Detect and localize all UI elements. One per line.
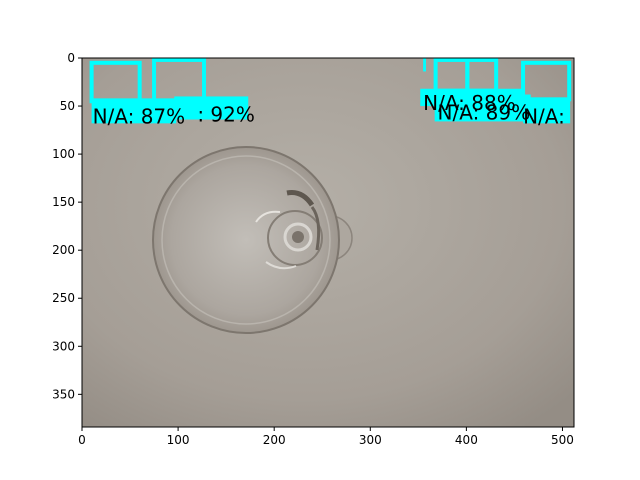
plot-frame	[81, 57, 575, 428]
x-tick-label: 300	[359, 433, 382, 447]
y-tick-label: 50	[60, 99, 75, 113]
y-tick-label: 150	[52, 195, 75, 209]
detection-label-background	[91, 98, 177, 124]
y-tick-label: 200	[52, 243, 75, 257]
detection-label: : 92%	[197, 102, 255, 126]
detection-box	[465, 58, 499, 93]
detection-label: N/A: 87%	[93, 104, 186, 128]
y-tick-label: 300	[52, 339, 75, 353]
detection-label-background	[523, 98, 571, 124]
glass-photo	[152, 146, 353, 334]
detections-layer: N/A: 88% N/A: 87% : 92% N/A: 89%N/A:	[89, 58, 572, 128]
x-tick-label: 500	[551, 433, 574, 447]
detection-label: N/A: 89%	[438, 101, 531, 125]
y-tick-label: 0	[67, 51, 75, 65]
detection-label-background	[174, 96, 249, 120]
detection-box-edge	[423, 58, 427, 72]
y-tick-label: 100	[52, 147, 75, 161]
x-tick-label: 100	[167, 433, 190, 447]
detection-label: N/A:	[523, 104, 565, 128]
detection-label-background	[434, 94, 531, 122]
y-tick-label: 350	[52, 387, 75, 401]
detection-label: N/A: 88%	[423, 91, 516, 115]
x-tick-label: 200	[263, 433, 286, 447]
axes: 0 100 200 300 400 500 0 50 100 150 200 250 300 350	[52, 51, 574, 447]
x-tick-label: 400	[455, 433, 478, 447]
x-tick-label: 0	[78, 433, 86, 447]
y-tick-label: 250	[52, 291, 75, 305]
